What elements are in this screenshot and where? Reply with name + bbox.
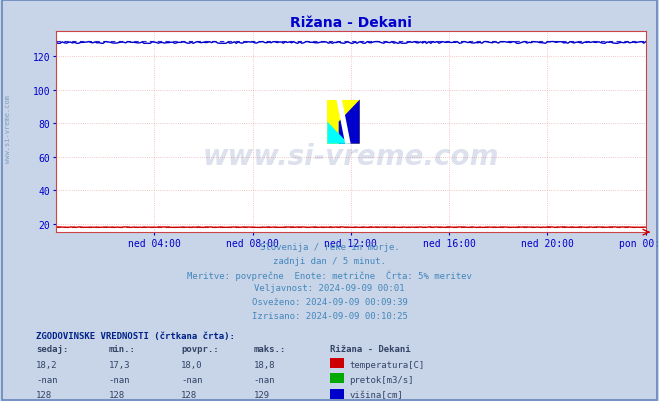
- Text: Rižana - Dekani: Rižana - Dekani: [330, 344, 410, 354]
- Text: -nan: -nan: [254, 375, 275, 384]
- Text: www.si-vreme.com: www.si-vreme.com: [203, 142, 499, 170]
- Text: 18,8: 18,8: [254, 360, 275, 369]
- Polygon shape: [328, 100, 360, 144]
- Text: povpr.:: povpr.:: [181, 344, 219, 354]
- Text: -nan: -nan: [109, 375, 130, 384]
- Text: višina[cm]: višina[cm]: [349, 390, 403, 399]
- Text: pretok[m3/s]: pretok[m3/s]: [349, 375, 414, 384]
- Text: -nan: -nan: [36, 375, 58, 384]
- Text: min.:: min.:: [109, 344, 136, 354]
- Text: -nan: -nan: [181, 375, 203, 384]
- Text: 128: 128: [109, 390, 125, 399]
- Text: 128: 128: [36, 390, 52, 399]
- Text: Meritve: povprečne  Enote: metrične  Črta: 5% meritev: Meritve: povprečne Enote: metrične Črta:…: [187, 270, 472, 280]
- Text: maks.:: maks.:: [254, 344, 286, 354]
- Text: temperatura[C]: temperatura[C]: [349, 360, 424, 369]
- Text: Osveženo: 2024-09-09 00:09:39: Osveženo: 2024-09-09 00:09:39: [252, 297, 407, 306]
- Text: sedaj:: sedaj:: [36, 344, 69, 354]
- Polygon shape: [339, 100, 360, 144]
- Text: ZGODOVINSKE VREDNOSTI (črtkana črta):: ZGODOVINSKE VREDNOSTI (črtkana črta):: [36, 331, 235, 340]
- Text: zadnji dan / 5 minut.: zadnji dan / 5 minut.: [273, 256, 386, 265]
- Title: Rižana - Dekani: Rižana - Dekani: [290, 16, 412, 30]
- Polygon shape: [328, 122, 349, 144]
- Text: 18,2: 18,2: [36, 360, 58, 369]
- Text: Veljavnost: 2024-09-09 00:01: Veljavnost: 2024-09-09 00:01: [254, 284, 405, 292]
- Text: 128: 128: [181, 390, 197, 399]
- Text: Izrisano: 2024-09-09 00:10:25: Izrisano: 2024-09-09 00:10:25: [252, 311, 407, 320]
- Text: 18,0: 18,0: [181, 360, 203, 369]
- Text: www.si-vreme.com: www.si-vreme.com: [5, 94, 11, 162]
- Polygon shape: [336, 100, 351, 144]
- Text: 129: 129: [254, 390, 270, 399]
- Text: Slovenija / reke in morje.: Slovenija / reke in morje.: [260, 243, 399, 251]
- Text: 17,3: 17,3: [109, 360, 130, 369]
